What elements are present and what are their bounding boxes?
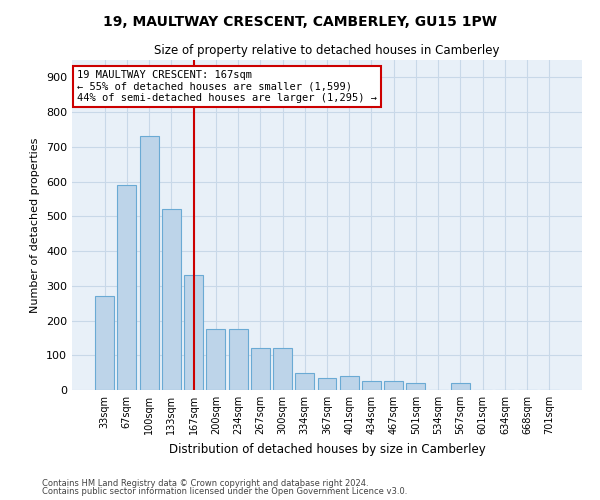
Bar bbox=[406, 383, 425, 390]
Bar bbox=[95, 296, 114, 390]
Text: Contains public sector information licensed under the Open Government Licence v3: Contains public sector information licen… bbox=[42, 487, 407, 496]
Bar bbox=[184, 276, 203, 390]
Bar bbox=[317, 378, 337, 390]
Text: Contains HM Land Registry data © Crown copyright and database right 2024.: Contains HM Land Registry data © Crown c… bbox=[42, 478, 368, 488]
X-axis label: Distribution of detached houses by size in Camberley: Distribution of detached houses by size … bbox=[169, 442, 485, 456]
Y-axis label: Number of detached properties: Number of detached properties bbox=[31, 138, 40, 312]
Bar bbox=[362, 382, 381, 390]
Bar bbox=[384, 382, 403, 390]
Bar bbox=[229, 329, 248, 390]
Bar bbox=[251, 348, 270, 390]
Bar bbox=[206, 329, 225, 390]
Text: 19 MAULTWAY CRESCENT: 167sqm
← 55% of detached houses are smaller (1,599)
44% of: 19 MAULTWAY CRESCENT: 167sqm ← 55% of de… bbox=[77, 70, 377, 103]
Bar bbox=[162, 210, 181, 390]
Text: 19, MAULTWAY CRESCENT, CAMBERLEY, GU15 1PW: 19, MAULTWAY CRESCENT, CAMBERLEY, GU15 1… bbox=[103, 15, 497, 29]
Bar bbox=[451, 383, 470, 390]
Bar bbox=[118, 185, 136, 390]
Bar bbox=[295, 372, 314, 390]
Bar bbox=[340, 376, 359, 390]
Bar bbox=[140, 136, 158, 390]
Title: Size of property relative to detached houses in Camberley: Size of property relative to detached ho… bbox=[154, 44, 500, 58]
Bar bbox=[273, 348, 292, 390]
